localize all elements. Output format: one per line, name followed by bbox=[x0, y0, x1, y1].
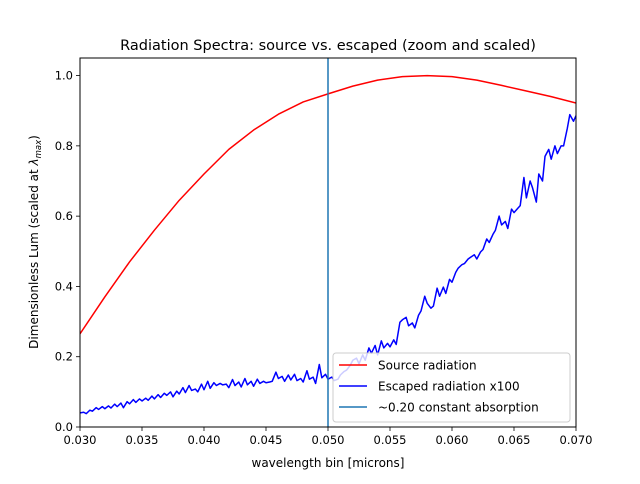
legend-box bbox=[332, 352, 571, 423]
chart-title: Radiation Spectra: source vs. escaped (z… bbox=[120, 38, 536, 54]
plot-area: 0.030 0.035 0.040 0.045 0.050 0.055 0.060 0.065… bbox=[55, 57, 593, 447]
x-tick-label: 0.065 bbox=[498, 433, 531, 447]
x-tick-label: 0.060 bbox=[436, 433, 469, 447]
y-tick-label: 0.0 bbox=[55, 420, 73, 434]
chart-legend: Source radiation Escaped radiation x100 … bbox=[332, 352, 571, 423]
series-layer bbox=[80, 58, 576, 427]
x-tick-label: 0.070 bbox=[560, 433, 593, 447]
y-axis-label: Dimensionless Lum (scaled at λmax) bbox=[27, 135, 44, 349]
x-tick-label: 0.035 bbox=[126, 433, 159, 447]
y-tick-label: 0.2 bbox=[55, 350, 73, 364]
y-axis-label-suffix: ) bbox=[27, 135, 41, 140]
x-tick-label: 0.055 bbox=[374, 433, 407, 447]
y-axis-ticks: 0.0 0.2 0.4 0.6 0.8 1.0 bbox=[55, 69, 80, 434]
legend-label-source: Source radiation bbox=[378, 359, 477, 373]
x-tick-label: 0.045 bbox=[250, 433, 283, 447]
y-tick-label: 0.8 bbox=[55, 139, 73, 153]
legend-label-absorption: ~0.20 constant absorption bbox=[378, 401, 539, 415]
y-tick-label: 1.0 bbox=[55, 69, 73, 83]
x-tick-label: 0.050 bbox=[312, 433, 345, 447]
y-axis-label-subscript: max bbox=[34, 139, 44, 158]
x-axis-label: wavelength bin [microns] bbox=[252, 456, 405, 470]
legend-label-escaped: Escaped radiation x100 bbox=[378, 380, 520, 394]
y-axis-label-prefix: Dimensionless Lum (scaled at bbox=[27, 166, 41, 349]
x-tick-label: 0.030 bbox=[64, 433, 97, 447]
y-tick-label: 0.4 bbox=[55, 279, 73, 293]
x-tick-label: 0.040 bbox=[188, 433, 221, 447]
x-axis-ticks: 0.030 0.035 0.040 0.045 0.050 0.055 0.060 0.065… bbox=[64, 427, 593, 447]
y-tick-label: 0.6 bbox=[55, 209, 73, 223]
y-axis-label-symbol: λ bbox=[27, 158, 41, 166]
